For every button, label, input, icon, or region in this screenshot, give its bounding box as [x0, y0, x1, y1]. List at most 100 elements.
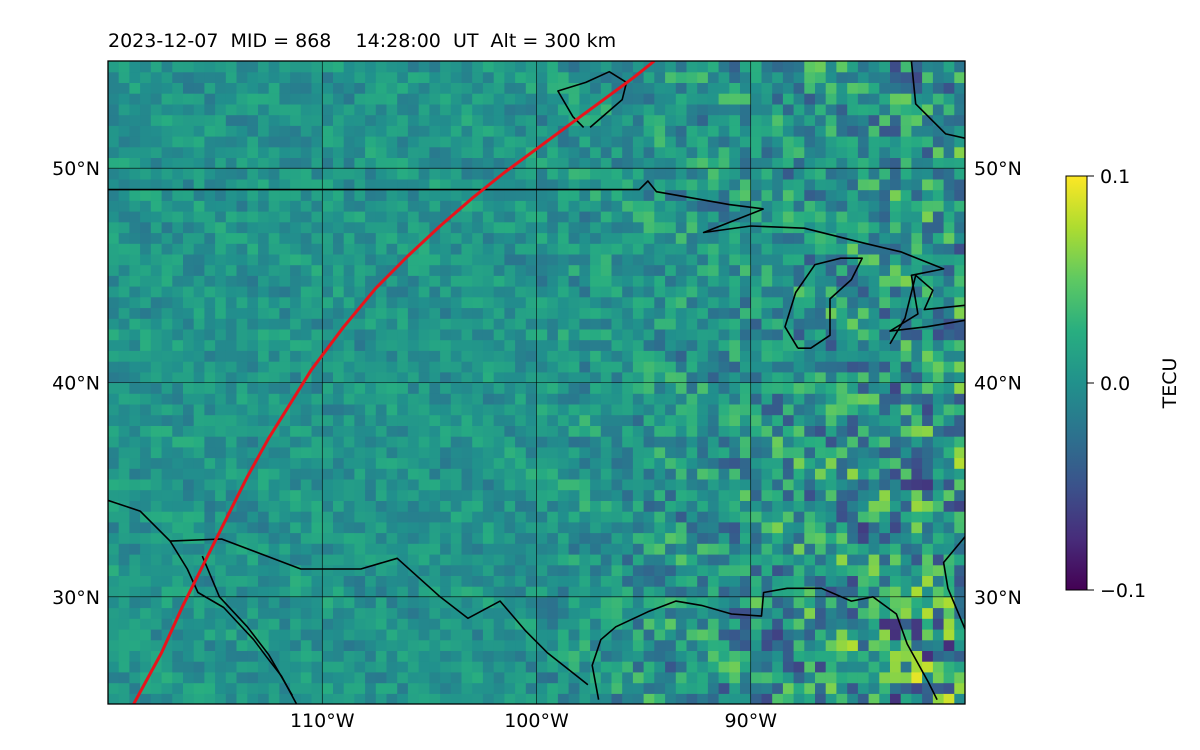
tec-cell [772, 168, 784, 180]
tec-cell [547, 414, 559, 426]
tec-cell [932, 511, 945, 523]
tec-cell [879, 200, 891, 212]
tec-cell [665, 382, 677, 394]
tec-cell [857, 264, 870, 276]
tec-cell [472, 671, 484, 684]
tec-cell [279, 125, 291, 137]
tec-cell [129, 478, 141, 491]
tec-cell [140, 693, 152, 704]
tec-cell [943, 436, 955, 448]
tec-cell [515, 136, 527, 148]
tec-cell [643, 146, 655, 158]
tec-cell [215, 682, 227, 694]
tec-cell [622, 61, 634, 73]
tec-cell [258, 532, 270, 544]
tec-cell [279, 286, 291, 298]
tec-cell [825, 61, 837, 73]
tec-cell [890, 71, 902, 83]
tec-cell [429, 393, 441, 405]
tec-cell [129, 296, 141, 309]
tec-cell [654, 650, 666, 662]
tec-cell [943, 307, 955, 319]
tec-cell [675, 114, 688, 126]
tec-cell [440, 393, 452, 405]
tec-cell [857, 607, 870, 619]
tec-cell [118, 253, 130, 266]
tec-cell [515, 489, 527, 501]
tec-cell [215, 382, 227, 394]
tec-cell [354, 157, 366, 169]
tec-cell [268, 436, 280, 448]
tec-cell [268, 371, 280, 384]
tec-cell [579, 586, 591, 598]
tec-cell [333, 382, 345, 394]
tec-cell [740, 103, 752, 116]
tec-cell [354, 468, 366, 480]
tec-cell [954, 103, 965, 116]
tec-cell [740, 136, 752, 148]
tec-cell [129, 521, 141, 534]
tec-cell [150, 114, 163, 126]
tec-cell [815, 296, 827, 309]
tec-cell [943, 489, 955, 501]
tec-cell [204, 532, 216, 544]
tec-cell [643, 414, 655, 426]
tec-cell [772, 618, 784, 630]
tec-cell [193, 554, 205, 566]
tec-cell [815, 671, 827, 684]
tec-cell [922, 382, 934, 394]
tec-cell [868, 554, 880, 566]
tec-cell [397, 393, 409, 405]
tec-cell [504, 650, 516, 662]
tec-cell [279, 253, 291, 266]
tec-cell [847, 168, 859, 180]
tec-cell [418, 425, 430, 437]
tec-cell [236, 296, 248, 309]
tec-cell [632, 607, 645, 619]
tec-cell [172, 564, 184, 576]
tec-cell [118, 457, 130, 469]
tec-cell [579, 618, 591, 630]
tec-cell [118, 61, 130, 73]
tec-cell [482, 361, 495, 373]
tec-cell [386, 671, 398, 684]
tec-cell [761, 446, 773, 459]
tec-cell [183, 114, 195, 126]
tec-cell [311, 543, 323, 555]
tec-cell [868, 382, 880, 394]
tec-cell [707, 586, 720, 598]
tec-cell [493, 489, 505, 501]
tec-cell [632, 693, 645, 704]
tec-cell [857, 564, 870, 576]
tec-cell [407, 71, 420, 83]
tec-cell [686, 93, 698, 105]
tec-cell [300, 350, 313, 362]
tec-cell [611, 103, 623, 116]
tec-cell [740, 436, 752, 448]
tec-cell [183, 275, 195, 287]
tec-cell [697, 61, 709, 73]
tec-cell [461, 511, 473, 523]
tec-cell [729, 103, 741, 116]
tec-cell [375, 661, 388, 673]
tec-cell [290, 350, 302, 362]
tec-cell [472, 564, 484, 576]
tec-cell [525, 82, 538, 94]
tec-cell [632, 82, 645, 94]
tec-cell [890, 629, 902, 641]
tec-cell [140, 350, 152, 362]
tec-cell [825, 178, 837, 191]
tec-cell [675, 671, 688, 684]
tec-cell [504, 103, 516, 116]
tec-cell [333, 554, 345, 566]
tec-cell [515, 629, 527, 641]
tec-cell [407, 639, 420, 651]
tec-cell [247, 500, 259, 512]
tec-cell [472, 468, 484, 480]
tec-cell [440, 650, 452, 662]
tec-cell [879, 629, 891, 641]
tec-cell [654, 564, 666, 576]
tec-cell [643, 93, 655, 105]
tec-cell [815, 350, 827, 362]
